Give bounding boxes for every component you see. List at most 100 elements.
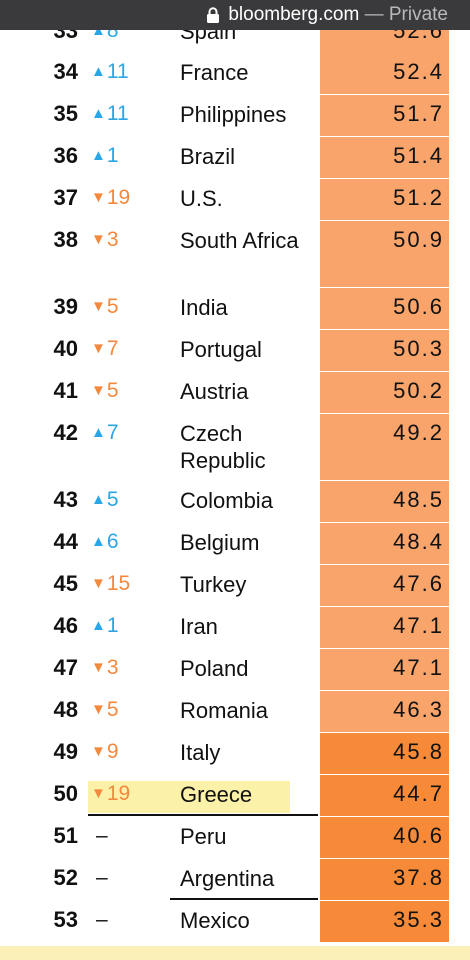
row-divider	[170, 898, 318, 900]
triangle-up-icon: ▲	[91, 63, 106, 80]
row-divider	[88, 814, 318, 816]
greece-highlight	[88, 781, 290, 813]
score-cell: 44.7	[320, 775, 449, 816]
table-row: 40.6 51– Peru	[0, 817, 470, 858]
score-cell: 37.8	[320, 859, 449, 900]
rank-cell: 42	[53, 420, 78, 445]
triangle-up-icon: ▲	[91, 533, 106, 550]
table-row: 45.8 49 ▼9 Italy	[0, 733, 470, 774]
country-cell: Greece	[180, 782, 253, 807]
change-cell: ▲6	[91, 523, 119, 563]
score-cell: 46.3	[320, 691, 449, 732]
change-cell: ▼9	[91, 733, 119, 773]
triangle-down-icon: ▼	[91, 701, 106, 718]
change-value: 5	[106, 698, 119, 721]
change-cell: ▼5	[91, 372, 119, 412]
country-cell: Turkey	[180, 572, 247, 597]
score-cell: 50.6	[320, 288, 449, 329]
rank-cell: 46	[53, 613, 78, 638]
change-cell: ▼3	[91, 221, 119, 261]
triangle-down-icon: ▼	[91, 340, 106, 357]
change-cell: –	[96, 859, 108, 897]
rank-cell: 43	[53, 487, 78, 512]
triangle-down-icon: ▼	[91, 659, 106, 676]
change-value: 6	[106, 530, 119, 553]
triangle-down-icon: ▼	[91, 298, 106, 315]
rank-cell: 34	[53, 59, 78, 84]
country-cell: Portugal	[180, 337, 262, 362]
change-value: 19	[106, 186, 131, 209]
table-row: 50.6 39 ▼5 India	[0, 288, 470, 329]
rank-cell: 41	[53, 378, 78, 403]
change-value: 1	[106, 614, 119, 637]
change-value: 3	[106, 228, 119, 251]
change-value: 9	[106, 740, 119, 763]
table-row: 52.4 34 ▲11 France	[0, 53, 470, 94]
table-row: 48.4 44 ▲6 Belgium	[0, 523, 470, 564]
change-cell: ▲5	[91, 481, 119, 521]
country-cell: France	[180, 60, 249, 85]
change-value: –	[96, 824, 108, 847]
table-row: 51.2 37 ▼19 U.S.	[0, 179, 470, 220]
rank-cell: 37	[53, 185, 78, 210]
change-value: 15	[106, 572, 131, 595]
table-row: 50.3 40 ▼7 Portugal	[0, 330, 470, 371]
score-cell: 40.6	[320, 817, 449, 858]
rank-cell: 40	[53, 336, 78, 361]
score-cell: 50.2	[320, 372, 449, 413]
triangle-up-icon: ▲	[91, 491, 106, 508]
triangle-up-icon: ▲	[91, 617, 106, 634]
rank-cell: 50	[53, 781, 78, 806]
country-cell: Brazil	[180, 144, 236, 169]
rank-cell: 38	[53, 227, 78, 252]
change-cell: ▲11	[91, 53, 129, 93]
rank-cell: 51	[53, 823, 78, 848]
change-cell: ▲1	[91, 607, 119, 647]
change-cell: ▼5	[91, 691, 119, 731]
country-cell: India	[180, 295, 228, 320]
change-cell: ▼7	[91, 330, 119, 370]
country-cell: Colombia	[180, 488, 273, 513]
country-cell: Philippines	[180, 102, 287, 127]
private-mode-label: Private	[388, 4, 448, 25]
change-value: 1	[106, 144, 119, 167]
change-value: 5	[106, 295, 119, 318]
change-cell: ▲1	[91, 137, 119, 177]
change-value: –	[96, 866, 108, 889]
table-row: 47.1 46 ▲1 Iran	[0, 607, 470, 648]
triangle-down-icon: ▼	[91, 382, 106, 399]
browser-url-bar[interactable]: bloomberg.com — Private	[0, 0, 470, 30]
table-row: 35.3 53– Mexico	[0, 901, 470, 942]
rank-cell: 47	[53, 655, 78, 680]
score-cell: 52.4	[320, 53, 449, 94]
rank-cell: 39	[53, 294, 78, 319]
table-row: 48.5 43 ▲5 Colombia	[0, 481, 470, 522]
change-value: 7	[106, 421, 119, 444]
change-value: 5	[106, 488, 119, 511]
score-cell: 51.2	[320, 179, 449, 220]
triangle-down-icon: ▼	[91, 785, 106, 802]
table-row: 47.1 47 ▼3 Poland	[0, 649, 470, 690]
table-row: 51.7 35 ▲11 Philippines	[0, 95, 470, 136]
country-cell: Belgium	[180, 530, 260, 555]
country-cell: Iran	[180, 614, 218, 639]
table-row: 44.7 50 ▼19 Greece	[0, 775, 470, 816]
change-value: 11	[106, 102, 129, 125]
rank-cell: 48	[53, 697, 78, 722]
table-row: 51.4 36 ▲1 Brazil	[0, 137, 470, 178]
rank-cell: 52	[53, 865, 78, 890]
change-value: 3	[106, 656, 119, 679]
score-cell: 47.1	[320, 607, 449, 648]
change-cell: ▼3	[91, 649, 119, 689]
country-cell: South Africa	[180, 228, 299, 253]
change-value: 11	[106, 60, 129, 83]
country-cell: Mexico	[180, 908, 250, 933]
change-value: 8	[106, 19, 119, 42]
country-cell: Romania	[180, 698, 269, 723]
country-cell: Argentina	[180, 866, 275, 891]
rank-cell: 44	[53, 529, 78, 554]
change-value: 19	[106, 782, 131, 805]
table-row: 46.3 48 ▼5 Romania	[0, 691, 470, 732]
triangle-up-icon: ▲	[91, 105, 106, 122]
score-cell: 47.6	[320, 565, 449, 606]
